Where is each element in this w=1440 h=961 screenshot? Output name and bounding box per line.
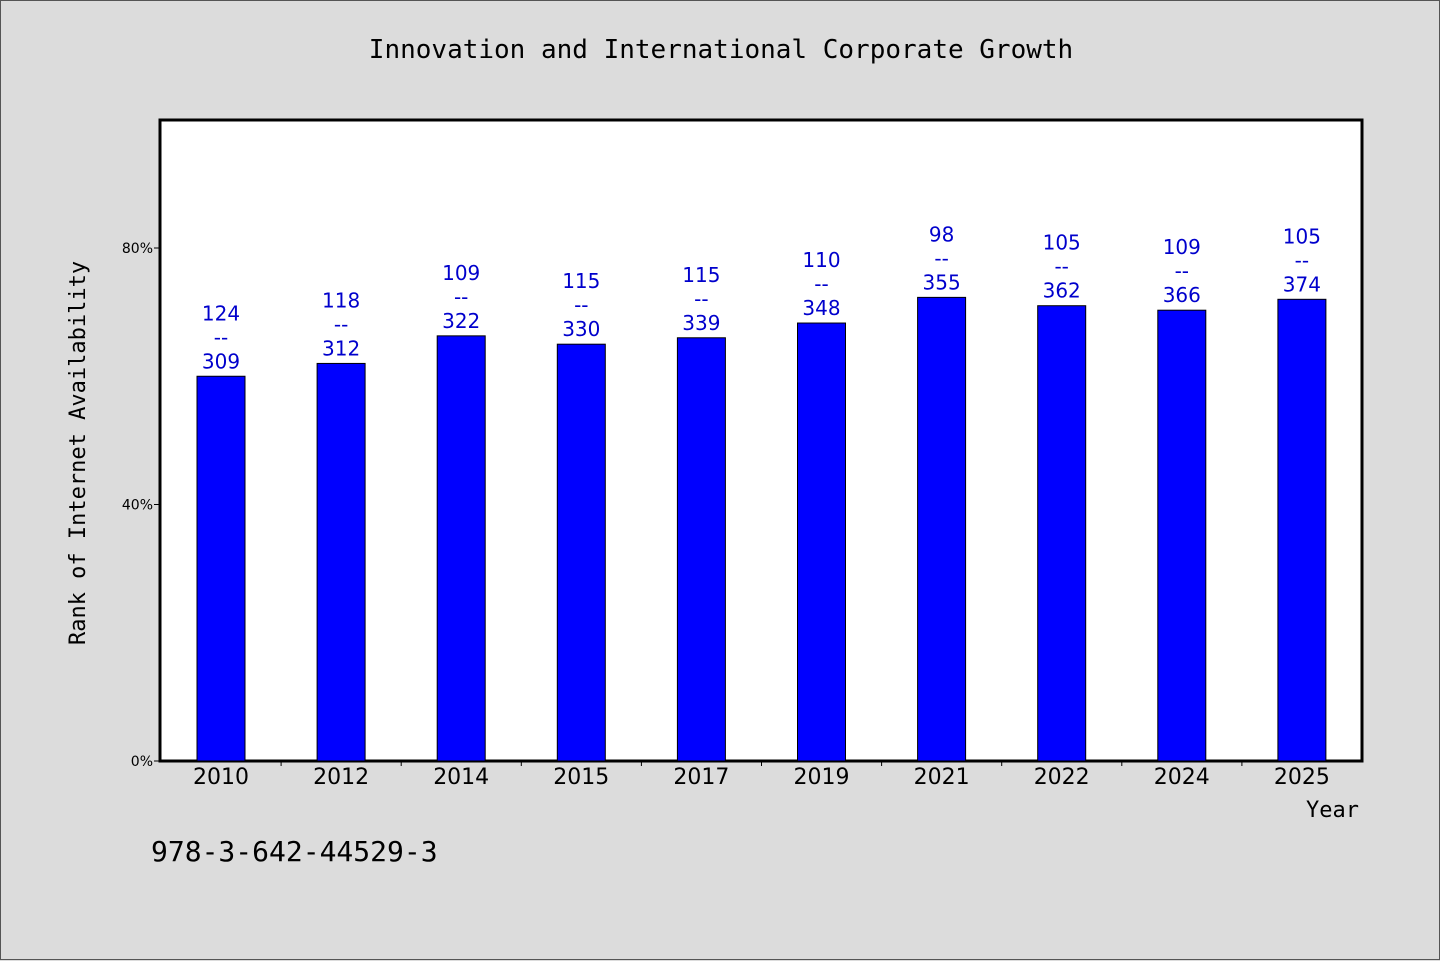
- chart-title: Innovation and International Corporate G…: [368, 35, 1074, 65]
- data-label-top-2021: 98: [929, 222, 954, 246]
- bar-2021: [917, 296, 967, 762]
- x-axis-title: Year: [1306, 798, 1359, 823]
- x-tick-label-2025: 2025: [1274, 765, 1330, 790]
- data-label-sep-2019: --: [814, 272, 828, 296]
- x-tick-label-2021: 2021: [914, 765, 970, 790]
- data-label-bottom-2024: 366: [1163, 283, 1201, 307]
- x-tick-label-2015: 2015: [553, 765, 609, 790]
- data-label-sep-2021: --: [934, 246, 948, 270]
- bar-2012: [316, 362, 366, 762]
- data-label-sep-2017: --: [694, 287, 708, 311]
- x-tick-label-2012: 2012: [313, 765, 369, 790]
- bars-group: [196, 296, 1327, 762]
- bar-2022: [1037, 305, 1087, 762]
- data-label-sep-2010: --: [214, 325, 228, 349]
- bar-2014: [436, 335, 486, 762]
- data-label-sep-2012: --: [334, 312, 348, 336]
- footer-code: 978-3-642-44529-3: [151, 835, 438, 868]
- data-label-sep-2015: --: [574, 293, 588, 317]
- x-tick-label-2024: 2024: [1154, 765, 1210, 790]
- data-label-sep-2025: --: [1295, 248, 1309, 272]
- bar-2015: [556, 343, 606, 762]
- data-label-top-2025: 105: [1283, 224, 1321, 248]
- data-label-top-2010: 124: [202, 301, 240, 325]
- data-label-top-2024: 109: [1163, 235, 1201, 259]
- data-label-bottom-2019: 348: [802, 296, 840, 320]
- data-label-top-2014: 109: [442, 261, 480, 285]
- bar-2010: [196, 375, 246, 762]
- data-label-bottom-2014: 322: [442, 309, 480, 333]
- data-label-sep-2022: --: [1054, 255, 1068, 279]
- bar-2019: [797, 322, 846, 762]
- data-label-bottom-2021: 355: [923, 270, 961, 294]
- data-label-bottom-2012: 312: [322, 336, 360, 360]
- x-tick-label-2014: 2014: [433, 765, 489, 790]
- data-label-bottom-2025: 374: [1283, 272, 1321, 296]
- y-ticks-group: 0% 40% 80%: [122, 241, 160, 770]
- data-label-bottom-2022: 362: [1043, 279, 1081, 303]
- x-tick-label-2019: 2019: [794, 765, 850, 790]
- data-label-top-2019: 110: [802, 248, 840, 272]
- data-label-sep-2014: --: [454, 285, 468, 309]
- data-label-top-2022: 105: [1043, 231, 1081, 255]
- x-tick-label-2022: 2022: [1034, 765, 1090, 790]
- x-tick-label-2017: 2017: [673, 765, 729, 790]
- data-label-top-2015: 115: [562, 269, 600, 293]
- data-label-sep-2024: --: [1175, 259, 1189, 283]
- data-label-top-2017: 115: [682, 263, 720, 287]
- bar-2024: [1157, 309, 1207, 762]
- bar-2025: [1277, 298, 1327, 762]
- data-label-bottom-2010: 309: [202, 349, 240, 373]
- data-label-bottom-2017: 339: [682, 311, 720, 335]
- x-ticks-group: 2010 2012 2014 2015 2017 2019 2021 2022 2024 2025: [193, 761, 1330, 790]
- y-axis-title: Rank of Internet Availability: [66, 261, 91, 645]
- x-tick-label-2010: 2010: [193, 765, 249, 790]
- data-label-bottom-2015: 330: [562, 317, 600, 341]
- data-label-top-2012: 118: [322, 288, 360, 312]
- y-tick-label-40: 40%: [122, 498, 153, 514]
- bar-2017: [676, 337, 726, 762]
- data-labels-group: 124--309118--312109--322115--330115--339…: [202, 222, 1321, 373]
- y-tick-label-80: 80%: [122, 241, 153, 257]
- y-tick-label-0: 0%: [131, 754, 153, 770]
